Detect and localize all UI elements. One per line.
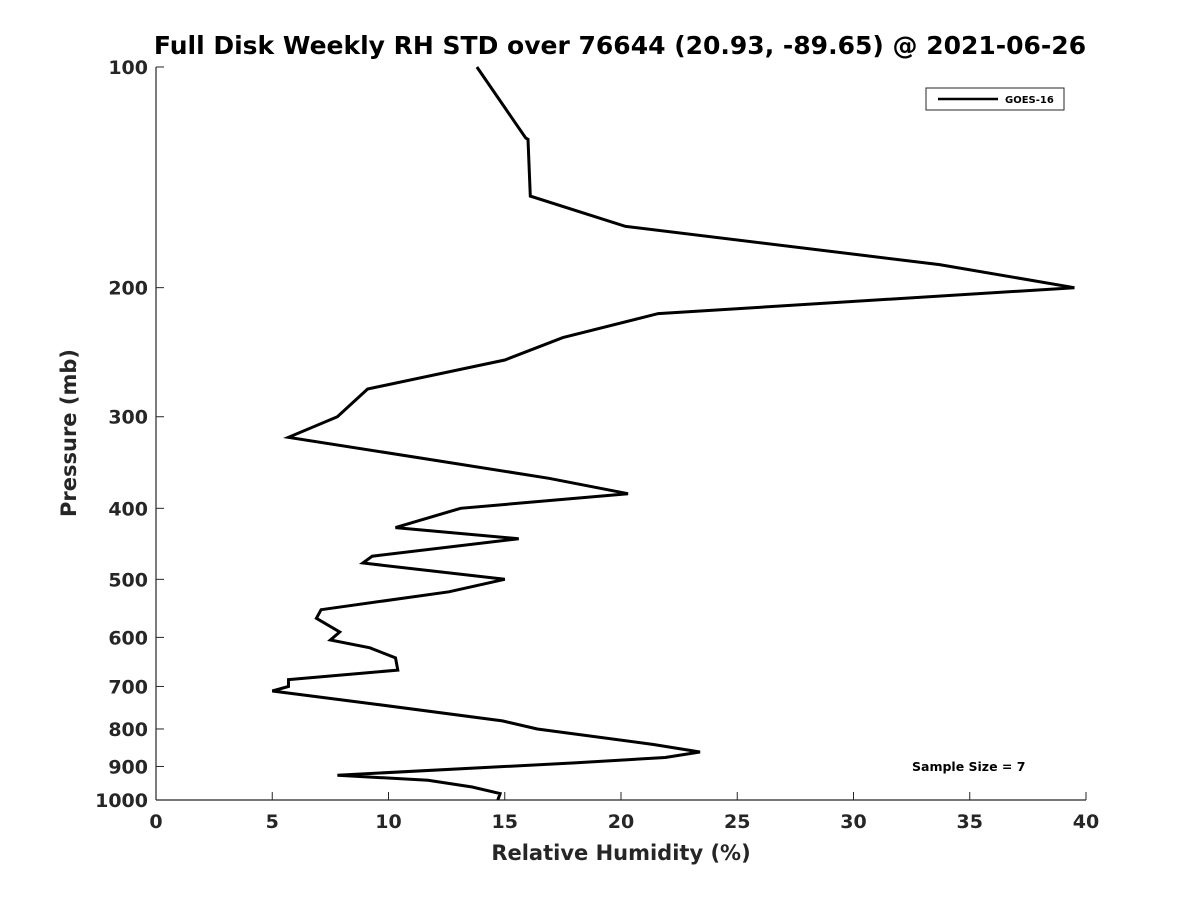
x-tick-label: 10 (375, 811, 401, 833)
y-tick-label: 100 (108, 57, 148, 79)
y-tick-label: 400 (108, 498, 148, 520)
y-tick-label: 500 (108, 569, 148, 591)
y-ticks: 100 200 300 400 500 600 700 800 900 1000 (95, 57, 164, 812)
y-tick-label: 900 (108, 756, 148, 778)
x-tick-label: 40 (1073, 811, 1099, 833)
y-tick-label: 700 (108, 676, 148, 698)
y-axis-label: Pressure (mb) (57, 349, 81, 517)
y-tick-label: 200 (108, 278, 148, 300)
x-tick-label: 15 (492, 811, 518, 833)
y-tick-label: 800 (108, 719, 148, 741)
x-ticks: 0 5 10 15 20 25 30 35 40 (149, 792, 1099, 833)
y-tick-label: 600 (108, 627, 148, 649)
series-line-goes-16 (271, 66, 1075, 801)
x-tick-label: 5 (266, 811, 279, 833)
x-tick-label: 25 (724, 811, 750, 833)
x-tick-label: 20 (608, 811, 634, 833)
series-layer (271, 66, 1075, 801)
x-tick-label: 0 (149, 811, 162, 833)
x-axis-label: Relative Humidity (%) (491, 841, 750, 865)
chart-title: Full Disk Weekly RH STD over 76644 (20.9… (154, 31, 1086, 60)
legend-label-goes-16: GOES-16 (1005, 95, 1054, 106)
x-tick-label: 30 (840, 811, 866, 833)
legend: GOES-16 (925, 87, 1065, 111)
y-tick-label: 1000 (95, 790, 148, 812)
y-tick-label: 300 (108, 407, 148, 429)
sample-size-annotation: Sample Size = 7 (912, 759, 1025, 774)
x-tick-label: 35 (957, 811, 983, 833)
